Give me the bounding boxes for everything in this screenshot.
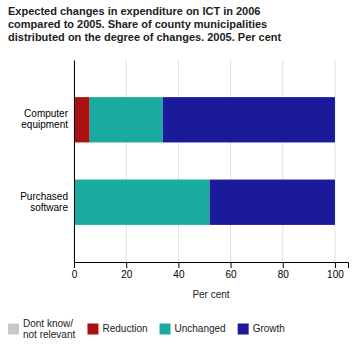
title-line: Expected changes in expenditure on ICT i… <box>8 5 260 17</box>
legend-label-line: Growth <box>253 323 285 334</box>
grid-line <box>282 60 283 262</box>
grid-line <box>178 60 179 262</box>
legend-label: Growth <box>253 323 285 334</box>
legend-swatch <box>8 324 19 335</box>
legend-label: Reduction <box>102 323 147 334</box>
bar <box>74 180 210 225</box>
bar <box>163 97 335 142</box>
x-tick-label: 80 <box>278 269 290 280</box>
y-tick-label: Computerequipment <box>21 108 68 130</box>
legend-label-line: Unchanged <box>175 323 226 334</box>
bar <box>210 180 335 225</box>
x-tick: 60 <box>226 262 238 280</box>
x-tick: 40 <box>173 262 185 280</box>
legend-swatch <box>160 324 171 335</box>
y-tick-label-line: software <box>30 202 68 213</box>
legend-item: Dont know/not relevant <box>8 318 75 340</box>
chart: Expected changes in expenditure on ICT i… <box>0 0 362 348</box>
grid-line <box>334 60 335 262</box>
y-tick-label-line: Purchased <box>20 191 68 202</box>
legend-item: Unchanged <box>160 323 226 334</box>
plot: 0 20 40 60 80 100 Purchasedsoftware Computerequ… <box>20 60 348 300</box>
legend-label: Unchanged <box>175 323 226 334</box>
x-tick-mark <box>335 262 336 268</box>
x-tick-label: 40 <box>173 269 185 280</box>
x-axis-label: Per cent <box>192 289 229 300</box>
x-tick-mark <box>74 262 75 268</box>
legend-item: Growth <box>238 323 285 334</box>
grid-line <box>230 60 231 262</box>
bar-series <box>74 97 90 142</box>
legend-label-line: Reduction <box>102 323 147 334</box>
y-tick: Computerequipment <box>21 108 74 130</box>
y-axis: Purchasedsoftware Computerequipment <box>20 61 74 263</box>
bar <box>74 97 90 142</box>
bar-series <box>163 97 335 225</box>
x-tick-mark <box>178 262 179 268</box>
legend-label-line: not relevant <box>23 329 75 340</box>
x-tick-label: 20 <box>121 269 133 280</box>
grid <box>74 60 335 262</box>
title-line: distributed on the degree of changes. 20… <box>8 31 282 43</box>
x-axis-line <box>75 263 349 269</box>
x-tick-mark <box>231 262 232 268</box>
y-tick-label: Purchasedsoftware <box>20 191 68 213</box>
title-line: compared to 2005. Share of county munici… <box>8 18 267 30</box>
x-tick-mark <box>126 262 127 268</box>
grid-line <box>74 60 75 262</box>
x-tick-mark <box>283 262 284 268</box>
y-axis-line <box>74 61 75 263</box>
x-tick-label: 100 <box>327 269 344 280</box>
legend-item: Reduction <box>87 323 147 334</box>
bars <box>74 97 335 225</box>
legend-label: Dont know/not relevant <box>23 318 75 340</box>
x-tick: 0 <box>72 262 78 280</box>
bar <box>90 97 163 142</box>
y-tick-label-line: equipment <box>21 119 68 130</box>
x-tick-label: 60 <box>226 269 238 280</box>
grid-line <box>126 60 127 262</box>
y-tick-label-line: Computer <box>24 108 69 119</box>
x-axis: 0 20 40 60 80 100 <box>72 262 349 280</box>
title: Expected changes in expenditure on ICT i… <box>8 5 282 43</box>
y-tick: Purchasedsoftware <box>20 191 74 213</box>
x-tick: 80 <box>278 262 290 280</box>
legend-label-line: Dont know/ <box>23 318 73 329</box>
legend-swatch <box>87 324 98 335</box>
x-tick: 20 <box>121 262 133 280</box>
x-tick: 100 <box>327 262 344 280</box>
legend-swatch <box>238 324 249 335</box>
legend: Dont know/not relevant Reduction Unchanged… <box>8 318 285 340</box>
x-tick-label: 0 <box>72 269 78 280</box>
